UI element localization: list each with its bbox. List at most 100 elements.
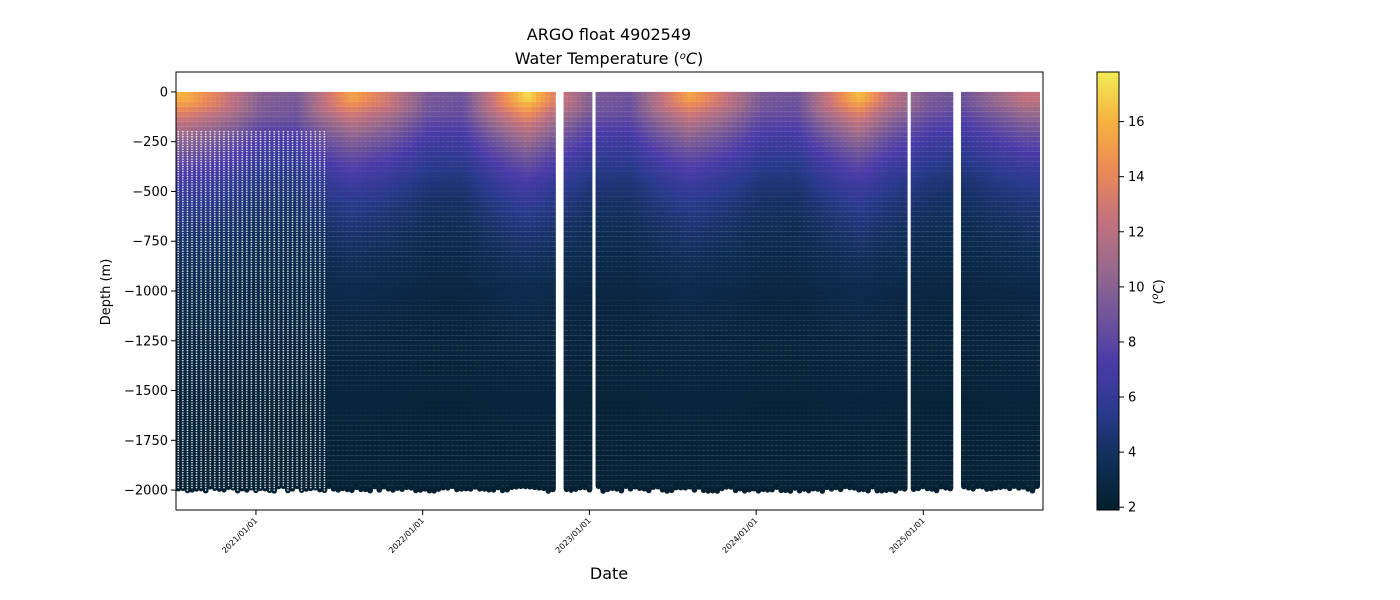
sample-point [259,252,262,255]
sample-point [241,155,244,158]
sample-point [182,292,184,295]
sample-point [255,290,257,292]
sample-point [195,205,198,208]
sample-point [227,317,230,320]
sample-point [214,173,216,175]
profile-column [207,91,214,490]
sample-point [214,454,216,457]
sample-point [241,399,244,402]
sample-point [209,359,212,362]
sample-point [200,257,202,260]
sample-point [209,429,212,432]
sample-point [250,193,253,195]
sample-point [232,359,234,362]
sample-point [186,407,189,409]
sample-point [268,295,271,297]
sample-point [259,409,262,412]
sample-point [214,315,216,317]
sample-point [218,337,221,340]
sample-point [223,230,225,233]
sample-point [246,178,248,180]
sample-point [204,225,207,228]
sample-point [255,210,257,213]
sample-point [200,471,202,474]
sample-point [255,135,257,138]
sample-point [259,315,262,317]
sample-point [246,290,248,292]
sample-point [218,282,221,285]
sample-point [250,190,253,193]
sample-point [236,466,239,469]
sample-point [246,471,248,474]
sample-point [204,399,207,402]
sample-point [186,364,189,367]
sample-point [241,432,244,434]
sample-point [273,302,276,305]
sample-point [273,327,276,330]
sample-point [259,223,262,225]
sample-point [255,364,257,367]
sample-point [200,379,202,382]
sample-point [273,392,276,394]
sample-point [200,459,202,462]
sample-point [186,183,189,185]
sample-point [250,384,253,387]
sample-point [250,459,253,462]
profile-column [193,91,200,492]
sample-point [241,387,244,389]
sample-point [232,150,234,153]
sample-point [264,200,266,203]
sample-point [264,230,266,233]
sample-point [259,257,262,260]
sample-point [264,364,266,367]
sample-point [177,223,180,225]
sample-point [268,444,271,447]
sample-point [273,183,276,185]
sample-point [214,414,216,417]
sample-point [209,215,212,218]
sample-point [177,183,180,185]
sample-point [209,307,212,310]
sample-point [236,315,239,317]
sample-point [264,332,266,335]
sample-point [227,143,230,145]
sample-point [232,449,234,452]
sample-point [204,456,207,459]
sample-point [186,414,189,417]
sample-point [241,359,244,362]
sample-point [204,240,207,243]
sample-point [218,422,221,424]
sample-point [264,312,266,315]
sample-point [223,354,225,357]
profile-column [176,91,182,492]
sample-point [204,282,207,285]
sample-point [268,374,271,377]
sample-point [227,379,230,382]
sample-point [232,307,234,310]
sample-point [264,133,266,136]
sample-point [232,444,234,447]
sample-point [209,135,212,138]
sample-point [273,292,276,295]
sample-point [273,272,276,275]
sample-point [218,342,221,345]
sample-point [259,337,262,340]
sample-point [218,145,221,148]
sample-point [236,439,239,442]
sample-point [236,175,239,178]
sample-point [264,173,266,175]
sample-point [232,138,234,140]
profile-column [188,91,195,493]
sample-point [200,242,202,245]
sample-point [259,220,262,223]
sample-point [191,466,193,469]
sample-point [195,320,198,322]
sample-point [246,190,248,193]
sample-point [268,464,271,467]
sample-point [232,237,234,240]
sample-point [186,352,189,355]
sample-point [186,327,189,330]
sample-point [214,374,216,377]
sample-point [204,312,207,315]
sample-point [218,374,221,377]
